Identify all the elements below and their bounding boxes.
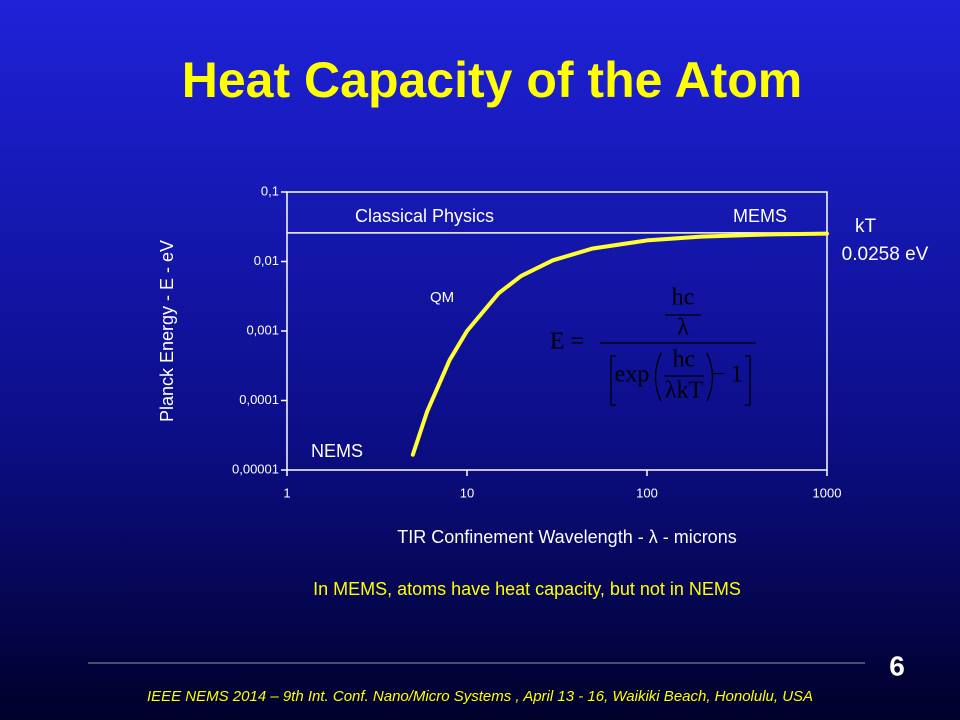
footer: IEEE NEMS 2014 – 9th Int. Conf. Nano/Mic… [147, 688, 813, 705]
annotation: NEMS [311, 441, 363, 461]
eq-paren [654, 352, 714, 402]
eq-bracket [610, 355, 751, 406]
eq-lhs: E = [550, 329, 584, 355]
y-tick-label: 0,1 [261, 183, 279, 198]
hline-label: 0.0258 eV [842, 244, 929, 265]
caption: In MEMS, atoms have heat capacity, but n… [313, 579, 741, 599]
hline-name: kT [855, 216, 877, 237]
eq-text: exp [615, 362, 650, 388]
series-label: QM [430, 289, 454, 306]
slide-title: Heat Capacity of the Atom [182, 52, 802, 108]
annotation: Classical Physics [355, 206, 494, 226]
x-tick-label: 1000 [813, 485, 842, 500]
y-tick-label: 0,001 [246, 322, 279, 337]
eq-text: − 1 [711, 362, 743, 388]
eq-text: λkT [665, 378, 704, 404]
y-tick-label: 0,0001 [239, 392, 279, 407]
x-tick-label: 100 [636, 485, 658, 500]
y-axis-label: Planck Energy - E - eV [157, 240, 177, 422]
page-number: 6 [889, 650, 905, 681]
series-line [410, 231, 829, 457]
eq-text: hc [673, 347, 696, 373]
y-tick-label: 0,01 [254, 253, 279, 268]
x-tick-label: 10 [460, 485, 474, 500]
equation: E = hc λ exp hc λkT − 1 [550, 285, 756, 406]
eq-text: hc [672, 285, 695, 311]
x-axis-label: TIR Confinement Wavelength - λ - microns [397, 527, 736, 547]
annotation: MEMS [733, 206, 787, 226]
eq-text: λ [677, 315, 689, 341]
x-tick-label: 1 [283, 485, 290, 500]
y-tick-label: 0,00001 [232, 461, 279, 476]
